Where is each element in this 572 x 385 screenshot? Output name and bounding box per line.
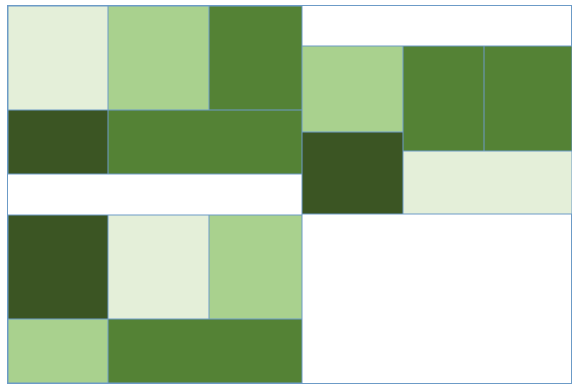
tiles-layer xyxy=(7,5,572,384)
tile-b2 xyxy=(402,45,485,152)
tile-c2 xyxy=(107,214,210,320)
tile-b5 xyxy=(402,150,572,215)
tile-a2 xyxy=(107,5,210,111)
tile-b1 xyxy=(301,45,404,133)
tile-c3 xyxy=(208,214,303,320)
tile-a5 xyxy=(107,109,303,175)
tile-a3 xyxy=(208,5,303,111)
tile-c5 xyxy=(107,318,303,384)
tile-c1 xyxy=(7,214,109,320)
tile-b3 xyxy=(483,45,572,152)
tile-b4 xyxy=(301,131,404,215)
tile-a1 xyxy=(7,5,109,111)
top-left-group xyxy=(7,5,303,175)
tile-c4 xyxy=(7,318,109,384)
bottom-left-group xyxy=(7,214,303,384)
top-right-group xyxy=(301,45,572,215)
tile-a4 xyxy=(7,109,109,175)
